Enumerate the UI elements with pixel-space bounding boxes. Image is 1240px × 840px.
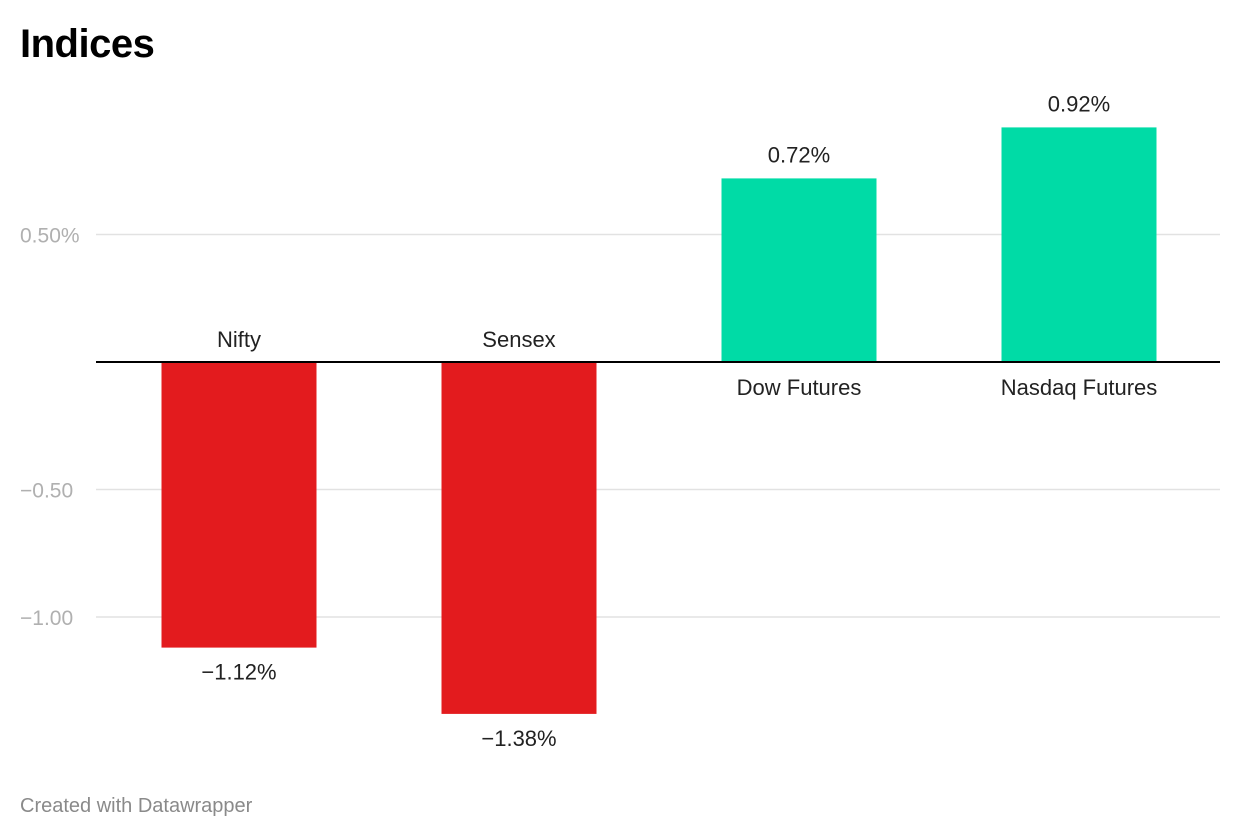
bars [96,127,1220,714]
bar [441,362,597,714]
value-label: −1.38% [481,726,556,751]
category-label: Sensex [482,327,555,352]
labels: 0.50% −0.50 −1.00 Nifty −1.12% Sensex −1.38% Do… [20,91,1157,751]
bar [161,362,317,648]
bar [1001,127,1157,363]
value-label: 0.92% [1048,91,1110,116]
category-label: Nifty [217,327,261,352]
category-label: Nasdaq Futures [1001,375,1158,400]
category-label: Dow Futures [737,375,862,400]
chart-title: Indices [20,22,155,66]
bar [721,178,877,362]
y-tick-label: 0.50% [20,225,80,248]
value-label: 0.72% [768,142,830,167]
bar-chart: 0.50% −0.50 −1.00 Nifty −1.12% Sensex −1.38% Do… [20,91,1220,751]
y-tick-label: −0.50 [20,480,73,503]
credit-text: Created with Datawrapper [20,795,253,817]
value-label: −1.12% [201,660,276,685]
y-tick-label: −1.00 [20,607,73,630]
